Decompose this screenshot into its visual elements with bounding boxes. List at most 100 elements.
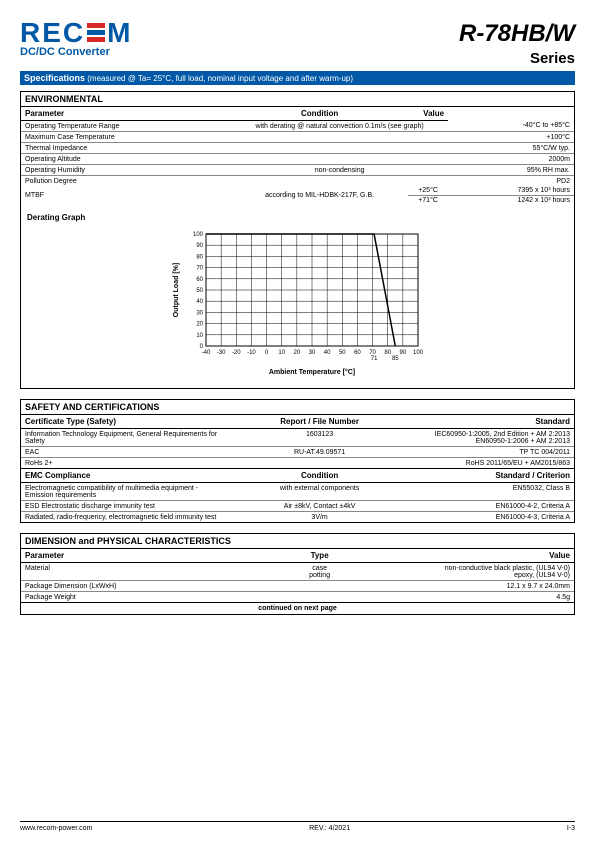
table-cell: 12.1 x 9.7 x 24.0mm <box>408 581 574 592</box>
table-cell <box>231 132 448 143</box>
derating-graph-wrap: Derating Graph -40-30-20-100102030405060… <box>21 205 574 388</box>
table-cell: RoHS 2011/65/EU + AM2015/863 <box>408 458 574 469</box>
table-cell: EAC <box>21 447 231 458</box>
table-cell: 3V/m <box>231 512 408 523</box>
table-cell: Operating Temperature Range <box>21 121 231 132</box>
table-cell <box>231 458 408 469</box>
table-cell: RU-AT.49.09571 <box>231 447 408 458</box>
svg-text:-10: -10 <box>247 350 256 356</box>
table-cell <box>231 143 448 154</box>
mtbf-temps: +25°C +71°C <box>408 186 448 205</box>
svg-text:40: 40 <box>323 350 330 356</box>
svg-text:50: 50 <box>338 350 345 356</box>
dim-table: Parameter Type Value Materialcase pottin… <box>21 549 574 602</box>
table-cell: Thermal Impedance <box>21 143 231 154</box>
table-cell: RoHs 2+ <box>21 458 231 469</box>
dim-h3: Value <box>408 549 574 563</box>
svg-text:90: 90 <box>399 350 406 356</box>
env-h-val: Value <box>408 107 448 121</box>
table-cell: 1603123 <box>231 429 408 447</box>
product-title: R-78HB/W <box>459 20 575 48</box>
table-cell: 55°C/W typ. <box>448 143 574 154</box>
env-table: Parameter Condition Value Operating Temp… <box>21 107 574 205</box>
svg-text:10: 10 <box>196 333 203 339</box>
table-cell: Information Technology Equipment, Genera… <box>21 429 231 447</box>
footer-mid: REV.: 4/2021 <box>309 825 350 832</box>
table-cell: Pollution Degree <box>21 176 231 187</box>
svg-text:-20: -20 <box>231 350 240 356</box>
svg-text:85: 85 <box>391 356 398 362</box>
spec-bar-rest: (measured @ Ta= 25°C, full load, nominal… <box>85 74 353 83</box>
mtbf-values: 7395 x 10³ hours 1242 x 10³ hours <box>448 186 574 205</box>
safety-h1: Certificate Type (Safety) <box>21 415 231 429</box>
svg-text:60: 60 <box>196 277 203 283</box>
svg-text:40: 40 <box>196 299 203 305</box>
svg-text:100: 100 <box>412 350 423 356</box>
svg-text:50: 50 <box>196 288 203 294</box>
table-cell: TP TC 004/2011 <box>408 447 574 458</box>
svg-text:20: 20 <box>293 350 300 356</box>
mtbf-cond: according to MIL-HDBK-217F, G.B. <box>231 186 408 205</box>
product-series: Series <box>459 50 575 67</box>
footer-left: www.recom-power.com <box>20 825 92 832</box>
table-cell: EN61000-4-3, Criteria A <box>408 512 574 523</box>
safety-h3: Standard <box>408 415 574 429</box>
emc-table: EMC Compliance Condition Standard / Crit… <box>21 468 574 522</box>
safety-h2: Report / File Number <box>231 415 408 429</box>
logo-bars-icon <box>87 23 105 42</box>
svg-text:90: 90 <box>196 243 203 249</box>
table-cell <box>231 154 448 165</box>
table-cell <box>231 592 408 603</box>
svg-text:70: 70 <box>196 266 203 272</box>
table-cell: EN55032, Class B <box>408 483 574 501</box>
logo-text-left: REC <box>20 20 85 45</box>
dimension-section: DIMENSION and PHYSICAL CHARACTERISTICS P… <box>20 533 575 615</box>
environmental-section: ENVIRONMENTAL Parameter Condition Value … <box>20 91 575 389</box>
safety-section: SAFETY AND CERTIFICATIONS Certificate Ty… <box>20 399 575 523</box>
table-cell: with external components <box>231 483 408 501</box>
svg-text:71: 71 <box>370 356 377 362</box>
footer-right: I-3 <box>567 825 575 832</box>
table-cell: Radiated, radio-frequency, electromagnet… <box>21 512 231 523</box>
page-footer: www.recom-power.com REV.: 4/2021 I-3 <box>20 821 575 832</box>
emc-h3: Standard / Criterion <box>408 469 574 483</box>
emc-h2: Condition <box>231 469 408 483</box>
specifications-bar: Specifications (measured @ Ta= 25°C, ful… <box>20 71 575 85</box>
env-h-cond: Condition <box>231 107 408 121</box>
safety-title: SAFETY AND CERTIFICATIONS <box>21 400 574 415</box>
spec-bar-bold: Specifications <box>24 73 85 83</box>
dim-title: DIMENSION and PHYSICAL CHARACTERISTICS <box>21 534 574 549</box>
table-cell: 4.5g <box>408 592 574 603</box>
derating-chart: -40-30-20-100102030405060708090100010203… <box>168 228 428 378</box>
logo-block: REC M DC/DC Converter <box>20 20 132 58</box>
table-cell <box>231 581 408 592</box>
svg-text:30: 30 <box>196 310 203 316</box>
continued-label: continued on next page <box>21 602 574 614</box>
table-cell: 2000m <box>448 154 574 165</box>
table-cell: +100°C <box>448 132 574 143</box>
svg-text:0: 0 <box>264 350 268 356</box>
table-cell: Material <box>21 563 231 581</box>
table-cell: 95% RH max. <box>448 165 574 176</box>
safety-table: Certificate Type (Safety) Report / File … <box>21 415 574 468</box>
emc-h1: EMC Compliance <box>21 469 231 483</box>
svg-text:80: 80 <box>384 350 391 356</box>
table-cell: -40°C to +85°C <box>448 121 574 132</box>
svg-text:20: 20 <box>196 322 203 328</box>
table-cell: PD2 <box>448 176 574 187</box>
svg-text:10: 10 <box>278 350 285 356</box>
table-cell: ESD Electrostatic discharge immunity tes… <box>21 501 231 512</box>
table-cell: Air ±8kV, Contact ±4kV <box>231 501 408 512</box>
table-cell: Electromagnetic compatibility of multime… <box>21 483 231 501</box>
page-header: REC M DC/DC Converter R-78HB/W Series <box>20 20 575 67</box>
table-cell: non-conductive black plastic, (UL94 V-0)… <box>408 563 574 581</box>
env-title: ENVIRONMENTAL <box>21 92 574 107</box>
table-cell: Operating Humidity <box>21 165 231 176</box>
svg-text:Output Load [%]: Output Load [%] <box>173 263 180 317</box>
table-cell: Package Dimension (LxWxH) <box>21 581 231 592</box>
table-cell: IEC60950-1:2005, 2nd Edition + AM 2:2013… <box>408 429 574 447</box>
logo-text-right: M <box>107 20 132 45</box>
table-cell: Package Weight <box>21 592 231 603</box>
svg-text:Ambient Temperature [°C]: Ambient Temperature [°C] <box>268 368 354 376</box>
table-cell: case potting <box>231 563 408 581</box>
